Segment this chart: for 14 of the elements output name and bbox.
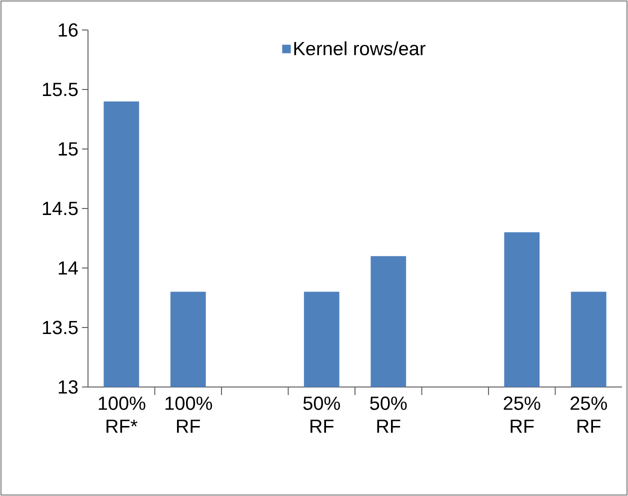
y-tick-label: 16 [58, 23, 78, 37]
x-tick-label: 25% RF [504, 396, 540, 433]
y-tick-label: 14 [58, 261, 78, 275]
y-tick-label: 13 [58, 380, 78, 394]
y-tick-label: 15.5 [42, 82, 78, 96]
y-tick-label: 13.5 [42, 320, 78, 334]
x-tick-label: 50% RF [370, 396, 407, 433]
x-tick-label: 50% RF [303, 396, 340, 433]
x-tick-label: 100% RF* [98, 396, 146, 433]
y-tick-label: 15 [58, 142, 78, 156]
x-tick-label: 25% RF [570, 396, 607, 433]
x-tick-label: 100% RF [166, 396, 212, 433]
y-tick-label: 14.5 [42, 202, 78, 216]
legend-label: Kernel rows/ear [294, 41, 426, 56]
